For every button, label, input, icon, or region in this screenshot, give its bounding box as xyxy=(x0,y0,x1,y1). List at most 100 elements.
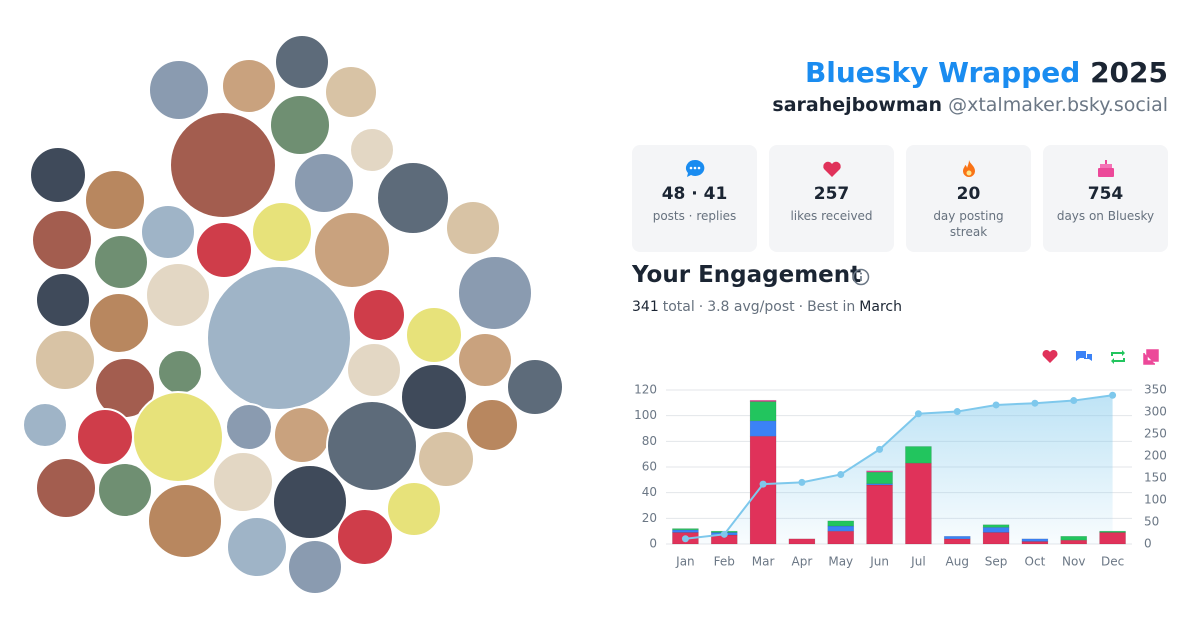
stat-label: day posting streak xyxy=(933,209,1004,239)
y-tick-label: 100 xyxy=(634,408,657,422)
bar-segment xyxy=(1021,541,1049,545)
x-tick-label: Mar xyxy=(752,555,775,569)
avatar xyxy=(445,200,501,256)
x-tick-label: Feb xyxy=(714,555,735,569)
bar-segment xyxy=(1099,530,1126,533)
x-tick-label: Oct xyxy=(1025,555,1046,569)
x-tick-label: Sep xyxy=(985,555,1008,569)
x-tick-label: Jul xyxy=(910,555,925,569)
bar-segment xyxy=(672,528,699,531)
avatar xyxy=(386,481,442,537)
avatar-collage xyxy=(22,34,564,595)
avatar xyxy=(273,406,331,464)
line xyxy=(685,394,1113,540)
bar-segment xyxy=(672,529,699,533)
separator: · xyxy=(698,299,704,315)
avatar xyxy=(226,516,288,578)
user: sarahejbowman @xtalmaker.bsky.social xyxy=(772,94,1168,116)
total-label: total xyxy=(662,299,695,315)
icon xyxy=(962,160,975,177)
point xyxy=(953,408,961,416)
point xyxy=(798,478,806,486)
avatar xyxy=(212,451,274,513)
legend-item xyxy=(1076,351,1092,361)
avatar xyxy=(76,408,134,466)
point xyxy=(876,445,884,453)
bar-segment xyxy=(1021,538,1049,542)
avatar xyxy=(157,349,203,395)
point xyxy=(992,401,1000,409)
avatar xyxy=(84,169,146,231)
avatar xyxy=(352,288,406,342)
avatar xyxy=(457,255,533,331)
stat-value: 20 xyxy=(956,184,981,204)
avatar xyxy=(336,508,394,566)
legend-item xyxy=(1111,350,1125,364)
y2-tick-label: 0 xyxy=(1144,537,1152,551)
point xyxy=(914,410,922,418)
stat-card: 20 day posting streak xyxy=(906,145,1031,252)
x-tick-label: Nov xyxy=(1062,555,1085,569)
bar-segment xyxy=(1060,536,1088,541)
summary: 341 total · 3.8 avg/post · Best in March xyxy=(632,299,906,315)
point xyxy=(720,530,728,538)
avatar xyxy=(251,201,313,263)
x-tick-label: Jan xyxy=(675,555,695,569)
legend-icon xyxy=(1042,349,1058,363)
bar-segment xyxy=(1060,539,1088,545)
y2-tick-label: 250 xyxy=(1144,427,1167,441)
y2-tick-label: 350 xyxy=(1144,383,1167,397)
stat-card: 48 · 41 posts · replies xyxy=(632,145,757,252)
bar-segment xyxy=(866,471,893,484)
legend-icon xyxy=(1143,349,1159,365)
avatar xyxy=(506,358,564,416)
bar-segment xyxy=(982,532,1010,545)
y-tick-label: 0 xyxy=(649,537,657,551)
y2-tick-label: 150 xyxy=(1144,471,1167,485)
avatar xyxy=(324,65,378,119)
best-month: March xyxy=(859,299,902,315)
point xyxy=(1070,397,1078,405)
bar-segment xyxy=(749,401,777,422)
bar-segment xyxy=(982,527,1010,533)
avatar xyxy=(349,127,395,173)
avatar xyxy=(93,234,149,290)
y-tick-label: 20 xyxy=(642,511,657,525)
chart: 0 20 40 60 80 100 120 0 50 100 150 200 250 300 350 Jan F… xyxy=(634,349,1167,569)
avatar xyxy=(132,391,224,483)
avatar xyxy=(346,342,402,398)
point xyxy=(837,470,845,478)
avatar xyxy=(145,262,211,328)
avatar xyxy=(29,146,87,204)
bar-segment xyxy=(866,484,893,545)
avatar xyxy=(326,400,418,492)
stat-label: likes received xyxy=(790,209,873,223)
avatar xyxy=(269,94,331,156)
stat-label: days on Bluesky xyxy=(1056,209,1155,223)
display-name: sarahejbowman xyxy=(772,94,943,116)
avatar xyxy=(274,34,330,90)
avatar xyxy=(293,152,355,214)
avatar xyxy=(457,332,513,388)
avatar xyxy=(147,483,223,559)
avatar xyxy=(148,59,210,121)
section-title: Your Engagement xyxy=(632,262,862,288)
legend-icon xyxy=(1111,350,1125,364)
y-tick-label: 120 xyxy=(634,383,657,397)
avatar xyxy=(140,204,196,260)
avatar xyxy=(97,462,153,518)
bar-segment xyxy=(905,446,932,464)
info-icon[interactable] xyxy=(852,268,870,286)
point xyxy=(681,535,689,543)
y-tick-label: 80 xyxy=(642,434,657,448)
x-tick-label: Dec xyxy=(1101,555,1124,569)
y2-tick-label: 300 xyxy=(1144,405,1167,419)
bar-segment xyxy=(1099,532,1126,545)
y-tick-label: 60 xyxy=(642,460,657,474)
bar-segment xyxy=(749,435,777,545)
title: Bluesky Wrapped 2025 xyxy=(805,56,1168,89)
bar-segment xyxy=(749,399,777,402)
x-tick-label: May xyxy=(828,555,853,569)
stat-card: 257 likes received xyxy=(769,145,894,252)
